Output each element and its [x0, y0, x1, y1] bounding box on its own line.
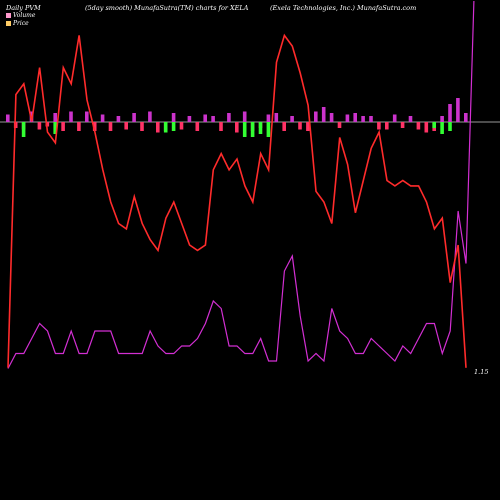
volume-bar — [416, 122, 421, 130]
volume-bar — [69, 111, 73, 122]
volume-spike-bar — [163, 122, 168, 133]
volume-bar — [266, 114, 271, 122]
volume-spike-bar — [258, 122, 263, 134]
volume-bar — [440, 116, 444, 122]
volume-bar — [290, 116, 294, 122]
chart-title-right: (Exela Technologies, Inc.) MunafaSutra.c… — [270, 4, 417, 12]
legend-volume: Volume — [6, 12, 35, 19]
legend-price: Price — [6, 20, 29, 27]
volume-bar — [329, 113, 334, 122]
last-price-label: 1.15 — [474, 368, 488, 376]
volume-bar — [321, 107, 326, 122]
volume-bar — [203, 114, 207, 122]
volume-bar — [227, 113, 231, 122]
volume-bar — [85, 111, 89, 122]
chart-title-left: Daily PVM — [6, 4, 41, 12]
volume-bar — [361, 116, 365, 122]
volume-spike-bar — [266, 122, 271, 137]
volume-spike-bar — [171, 122, 176, 131]
volume-bar — [274, 113, 279, 122]
volume-spike-bar — [21, 122, 26, 137]
volume-bar — [132, 113, 136, 122]
volume-bar — [148, 111, 152, 122]
volume-bar — [100, 114, 105, 122]
chart-title-center: (5day smooth) MunafaSutra(TM) charts for… — [85, 4, 249, 12]
volume-bar — [124, 122, 128, 130]
volume-bar — [116, 116, 121, 122]
volume-bar — [61, 122, 65, 131]
volume-bar — [195, 122, 200, 131]
volume-bar — [37, 122, 42, 130]
volume-bar — [156, 122, 160, 133]
volume-bar — [140, 122, 144, 131]
volume-bar — [464, 113, 468, 122]
volume-bars — [6, 98, 468, 137]
legend-price-label: Price — [13, 20, 29, 27]
volume-bar — [353, 113, 357, 122]
volume-bar — [187, 116, 192, 122]
volume-bar — [306, 122, 310, 131]
volume-bar — [235, 122, 239, 133]
price-series-line — [7, 33, 467, 368]
legend-volume-label: Volume — [13, 12, 36, 19]
volume-bar — [298, 122, 302, 130]
volume-bar — [6, 114, 10, 122]
volume-bar — [456, 98, 460, 122]
volume-bar — [392, 114, 397, 122]
volume-bar — [448, 104, 452, 122]
volume-bar — [314, 111, 318, 122]
volume-bar — [400, 122, 405, 128]
volume-spike-bar — [432, 122, 436, 128]
legend-price-swatch — [6, 21, 11, 26]
volume-spike-bar — [250, 122, 255, 137]
volume-bar — [171, 113, 176, 122]
volume-bar — [337, 122, 342, 128]
volume-spike-bar — [440, 122, 444, 134]
volume-bar — [108, 122, 113, 131]
volume-bar — [211, 116, 215, 122]
volume-bar — [77, 122, 81, 131]
volume-bar — [282, 122, 286, 131]
volume-bar — [242, 111, 247, 122]
volume-bar — [92, 122, 97, 131]
pvm-series-line — [7, 0, 475, 369]
volume-bar — [179, 122, 184, 130]
volume-bar — [53, 113, 57, 122]
volume-bar — [219, 122, 223, 131]
volume-spike-bar — [242, 122, 247, 137]
volume-spike-bar — [448, 122, 452, 131]
volume-bar — [369, 116, 373, 122]
volume-spike-bar — [53, 122, 57, 134]
legend-volume-swatch — [6, 13, 11, 18]
volume-bar — [424, 122, 429, 133]
volume-bar — [408, 116, 413, 122]
volume-bar — [345, 114, 350, 122]
volume-bar — [385, 122, 389, 130]
volume-bar — [377, 122, 381, 130]
